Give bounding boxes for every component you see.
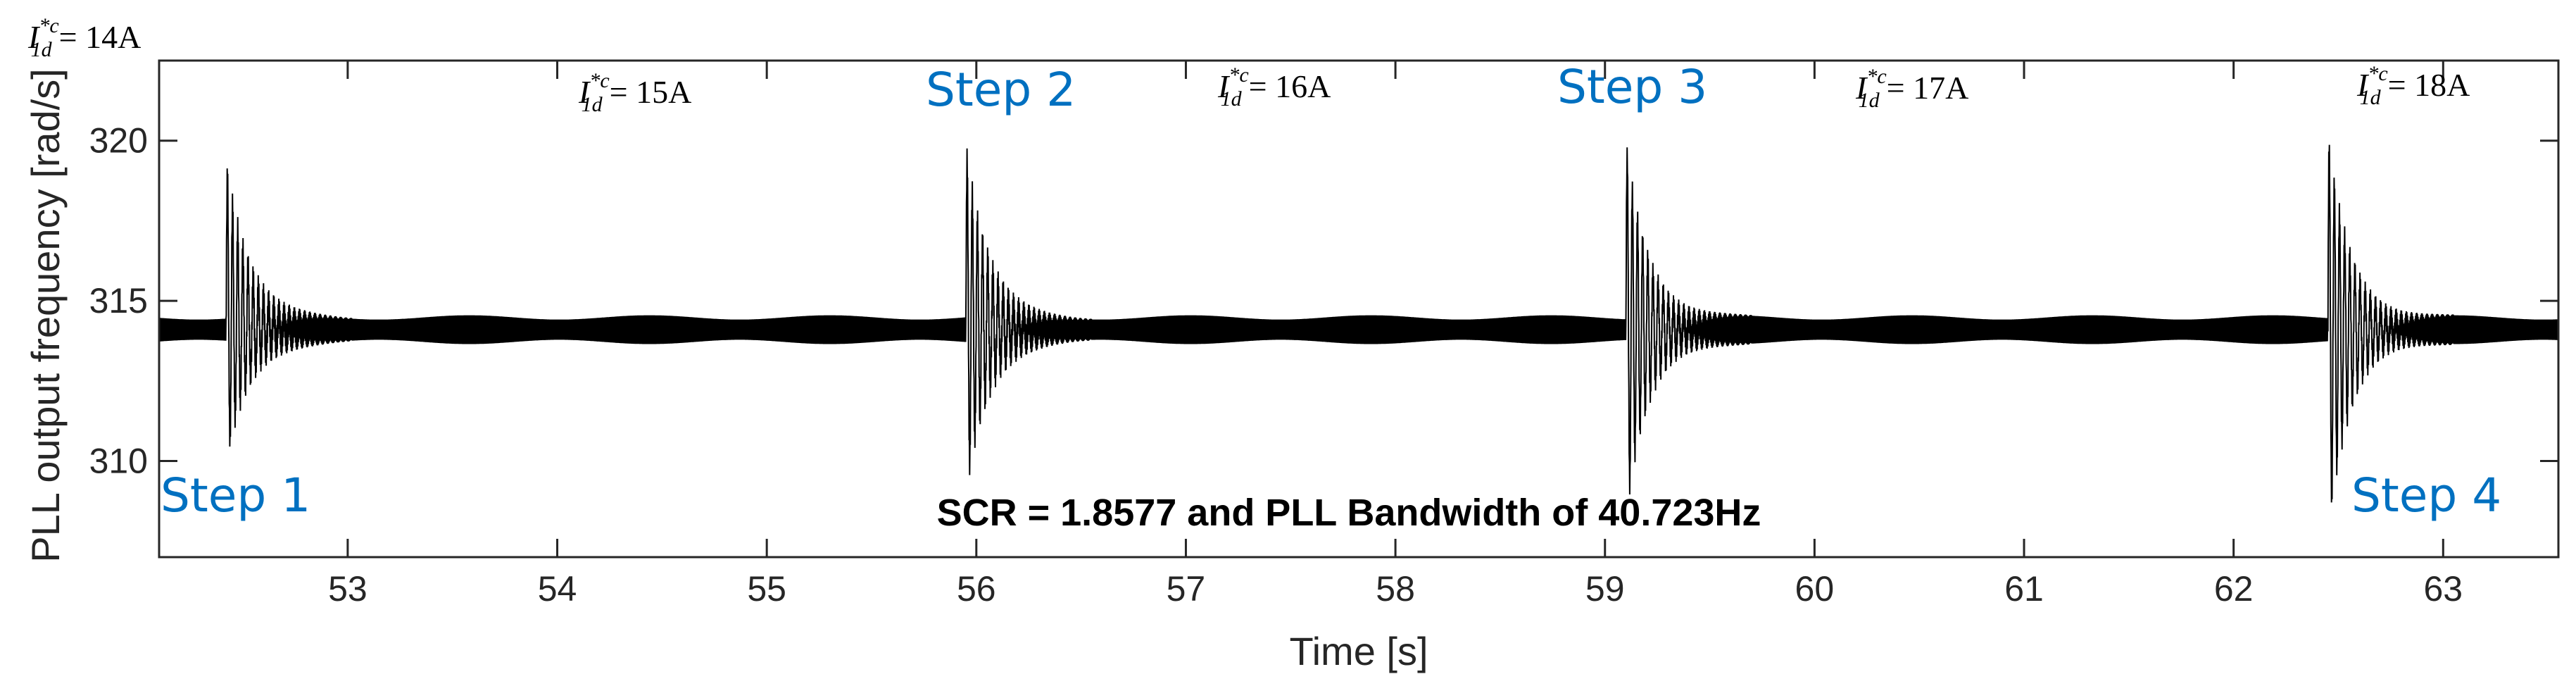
step-4-label: Step 4 (2351, 468, 2501, 523)
pll-frequency-series (158, 144, 2559, 503)
y-tick-label: 310 (89, 442, 148, 481)
x-tick-label: 53 (328, 569, 367, 609)
current-label-14a: I*c 1d = 14A (27, 14, 141, 61)
x-tick-label: 56 (957, 569, 996, 609)
x-tick-label: 55 (747, 569, 786, 609)
current-label-15a: I*c 1d = 15A (578, 69, 691, 116)
y-tick-label: 315 (89, 281, 148, 320)
x-tick-label: 61 (2004, 569, 2044, 609)
plot-area-frame (158, 59, 2560, 559)
y-axis-ticks: 310 315 320 (89, 121, 2558, 481)
current-label-16a: I*c 1d = 16A (1217, 63, 1331, 111)
step-2-label: Step 2 (926, 63, 1076, 117)
chart-caption: SCR = 1.8577 and PLL Bandwidth of 40.723… (937, 492, 1761, 534)
x-tick-label: 58 (1376, 569, 1415, 609)
x-tick-label: 63 (2423, 569, 2463, 609)
signal-trace-layer (158, 144, 2559, 503)
x-tick-label: 62 (2214, 569, 2254, 609)
current-label-18a: I*c 1d = 18A (2356, 62, 2470, 109)
current-label-17a: I*c 1d = 17A (1855, 65, 1968, 112)
x-tick-label: 60 (1795, 569, 1835, 609)
x-tick-label: 59 (1585, 569, 1625, 609)
x-axis-ticks: 53 54 55 56 57 58 59 60 61 62 63 (328, 61, 2463, 609)
y-axis-title: PLL output frequency [rad/s] (23, 68, 68, 562)
x-axis-title: Time [s] (1289, 629, 1428, 673)
step-1-label: Step 1 (161, 468, 310, 523)
x-tick-label: 54 (538, 569, 577, 609)
step-3-label: Step 3 (1557, 60, 1707, 114)
y-tick-label: 320 (89, 121, 148, 161)
x-tick-label: 57 (1167, 569, 1206, 609)
